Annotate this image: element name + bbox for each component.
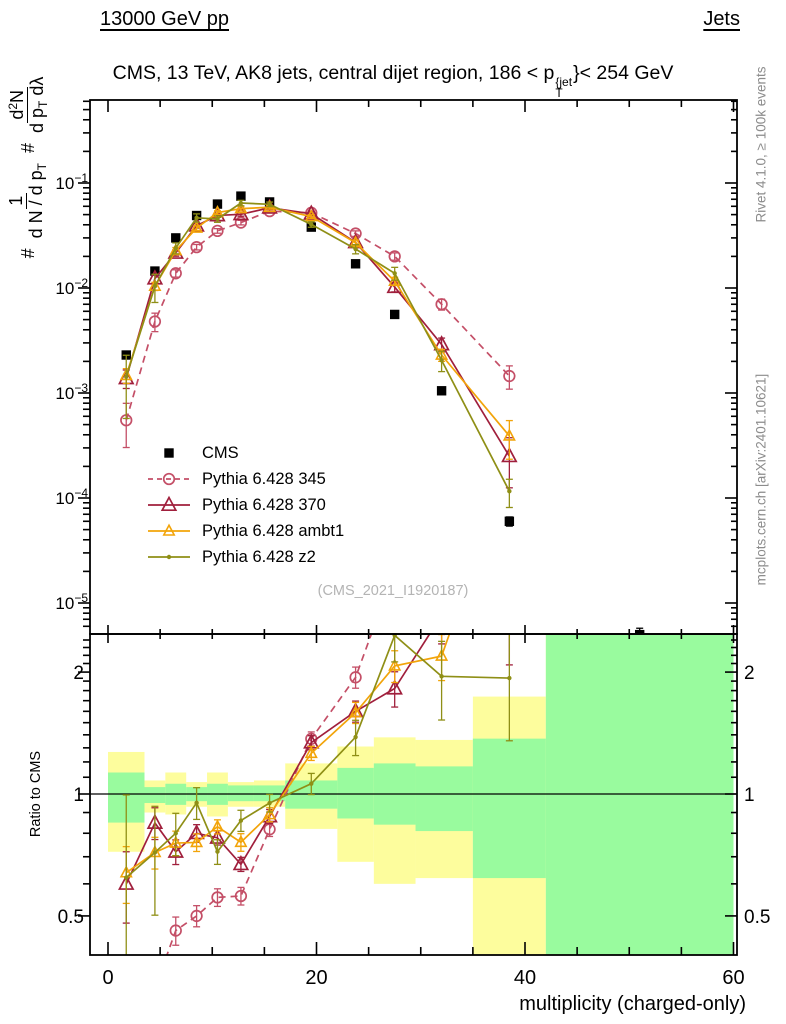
series-main-pythia-6-428-345 (120, 204, 516, 449)
legend-label: CMS (202, 443, 239, 462)
svg-text:0.5: 0.5 (744, 907, 770, 928)
analysis-group-label: Jets (703, 8, 740, 30)
svg-text:20: 20 (305, 967, 327, 989)
cms-marker-icon (146, 442, 192, 464)
pythia-ambt1-marker-icon (146, 520, 192, 542)
svg-text:0: 0 (102, 967, 113, 989)
observable-fraction: d2N d pT dλ (5, 76, 50, 133)
series-main-pythia-6-428-z2 (122, 199, 513, 509)
pt-jet-superscript: {jet T (555, 75, 573, 100)
pythia-370-marker-icon (146, 494, 192, 516)
svg-text:10−2: 10−2 (55, 276, 88, 298)
rivet-version-note: Rivet 4.1.0, ≥ 100k events (753, 66, 769, 223)
legend-item-pythia-ambt1: Pythia 6.428 ambt1 (146, 518, 344, 544)
svg-text:10−1: 10−1 (55, 171, 88, 193)
axis-ticks (78, 100, 737, 955)
plot-title: CMS, 13 TeV, AK8 jets, central dijet reg… (112, 62, 674, 100)
pythia-z2-marker-icon (146, 546, 192, 568)
legend-label: Pythia 6.428 ambt1 (202, 521, 345, 540)
svg-text:40: 40 (514, 967, 536, 989)
series-ratio-pythia-6-428-z2 (122, 634, 513, 955)
svg-text:2: 2 (744, 663, 755, 684)
svg-text:60: 60 (722, 967, 744, 989)
y-axis-label: # 1 d N / d pT # d2N d pT dλ (4, 34, 52, 298)
uncertainty-bands (108, 634, 734, 955)
svg-text:0.5: 0.5 (58, 907, 84, 928)
legend-label: Pythia 6.428 345 (202, 469, 326, 488)
normalization-fraction: 1 d N / d pT (6, 163, 50, 239)
svg-text:1: 1 (73, 785, 84, 806)
legend: CMS Pythia 6.428 345 Pythia 6.428 370 Py… (146, 440, 344, 570)
legend-item-cms: CMS (146, 440, 344, 466)
svg-text:10−4: 10−4 (55, 486, 88, 508)
pythia-345-marker-icon (146, 468, 192, 490)
svg-text:10−3: 10−3 (55, 381, 88, 403)
ratio-axis-label: Ratio to CMS (28, 750, 44, 838)
legend-label: Pythia 6.428 z2 (202, 547, 316, 566)
beam-energy-label: 13000 GeV pp (100, 8, 229, 30)
legend-item-pythia-370: Pythia 6.428 370 (146, 492, 344, 518)
legend-item-pythia-345: Pythia 6.428 345 (146, 466, 344, 492)
analysis-id-watermark: (CMS_2021_I1920187) (317, 583, 469, 599)
series-main-cms (121, 191, 645, 634)
svg-text:1: 1 (744, 785, 755, 806)
legend-label: Pythia 6.428 370 (202, 495, 326, 514)
svg-text:2: 2 (73, 663, 84, 684)
x-axis-title: multiplicity (charged-only) (519, 993, 746, 1015)
legend-item-pythia-z2: Pythia 6.428 z2 (146, 544, 344, 570)
plot-title-text: CMS, 13 TeV, AK8 jets, central dijet reg… (112, 62, 555, 84)
